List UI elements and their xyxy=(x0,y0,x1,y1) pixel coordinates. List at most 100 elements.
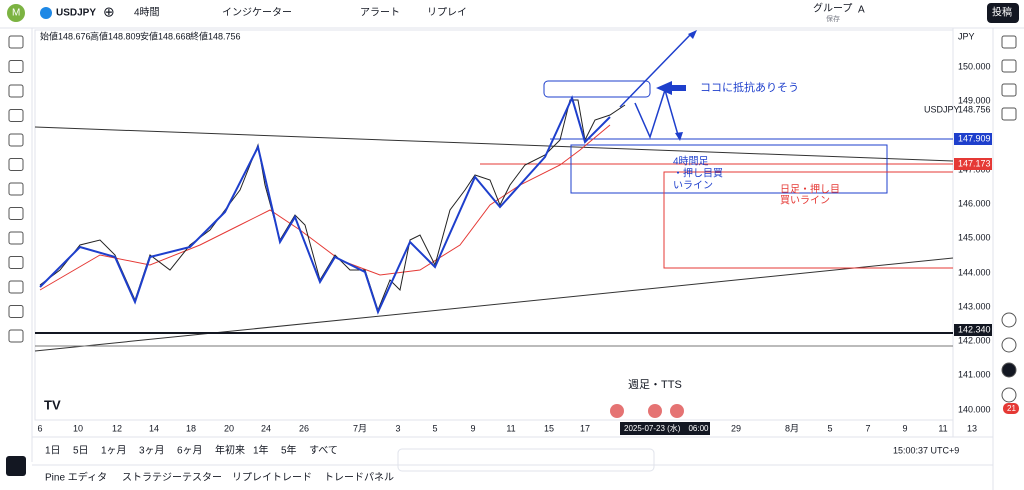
zone-box xyxy=(570,144,888,194)
price-label: 141.000 xyxy=(958,369,991,379)
symbol[interactable]: USDJPY xyxy=(56,8,96,19)
annotation: 日足・押し目 xyxy=(780,183,840,196)
side-icon[interactable] xyxy=(1001,312,1017,328)
tool-icon[interactable] xyxy=(8,256,24,269)
tool-icon[interactable] xyxy=(6,456,26,476)
tool-icon[interactable] xyxy=(8,84,24,98)
alert[interactable]: アラート xyxy=(360,7,400,19)
event-icon[interactable] xyxy=(610,404,624,418)
resistance-box xyxy=(543,80,651,98)
drawing-toolbar xyxy=(397,448,655,472)
moving-average xyxy=(39,124,611,291)
date-label: 12 xyxy=(112,423,122,433)
font-btn[interactable]: A xyxy=(858,5,865,16)
price-label: 149.000 xyxy=(958,95,991,105)
event-icon[interactable] xyxy=(670,404,684,418)
range-button[interactable]: 1ヶ月 xyxy=(101,445,127,457)
date-label: 7 xyxy=(865,423,870,433)
post-button[interactable] xyxy=(987,3,1019,23)
tool-icon[interactable] xyxy=(8,158,24,171)
tool-icon[interactable] xyxy=(8,35,24,49)
tool-icon[interactable] xyxy=(8,60,24,73)
annotation: ・押し目買 xyxy=(673,167,723,180)
panel-tab[interactable]: Pine エディタ xyxy=(45,471,107,484)
price-tag-label: 142.340 xyxy=(958,324,991,334)
date-label: 10 xyxy=(73,423,83,433)
date-label: 20 xyxy=(224,423,234,433)
top-bar xyxy=(0,0,1024,28)
date-label: 5 xyxy=(432,423,437,433)
arrow-head xyxy=(688,30,697,39)
price-tag-label: 147.173 xyxy=(958,158,991,168)
trend-line xyxy=(34,126,954,162)
date-label: 15 xyxy=(544,423,554,433)
side-icon[interactable] xyxy=(1001,387,1017,403)
arrow-head xyxy=(656,81,672,95)
date-label: 26 xyxy=(299,423,309,433)
crosshair-label: 2025-07-23 (水) 06:00 xyxy=(624,423,709,433)
tool-icon[interactable] xyxy=(8,280,24,294)
range-button[interactable]: 1日 xyxy=(45,446,61,457)
side-icon[interactable] xyxy=(1001,337,1017,353)
zigzag xyxy=(39,95,611,315)
date-label: 5 xyxy=(827,423,832,433)
side-icon[interactable] xyxy=(1001,362,1017,378)
arrow-head xyxy=(675,132,683,141)
range-button[interactable]: 年初来 xyxy=(215,444,245,457)
range-button[interactable]: すべて xyxy=(309,445,338,457)
zone-box xyxy=(663,171,953,269)
range-button[interactable]: 6ヶ月 xyxy=(177,445,203,457)
chart-pane xyxy=(34,29,954,421)
event-icon[interactable] xyxy=(648,404,662,418)
side-icon[interactable] xyxy=(1001,59,1017,73)
arrow xyxy=(670,85,686,91)
range-button[interactable]: 3ヶ月 xyxy=(139,445,165,457)
panel-tab[interactable]: リプレイトレード xyxy=(232,472,312,484)
range-button[interactable]: 1年 xyxy=(253,444,269,457)
date-label: 7月 xyxy=(353,423,367,433)
range-button[interactable]: 5日 xyxy=(73,446,89,457)
date-label: 24 xyxy=(261,423,271,433)
annotation: ココに抵抗ありそう xyxy=(700,80,799,94)
tool-icon[interactable] xyxy=(8,305,24,318)
post-label: 投稿 xyxy=(992,6,1012,19)
annotation: 買いライン xyxy=(780,195,830,207)
ohlc: 安値148.668 xyxy=(140,30,191,41)
clock: 15:00:37 UTC+9 xyxy=(893,445,959,455)
tool-icon[interactable] xyxy=(8,182,24,196)
panel-tab[interactable]: ストラテジーテスター xyxy=(122,472,222,484)
tool-icon[interactable] xyxy=(8,109,24,122)
ohlc: 終値148.756 xyxy=(190,30,241,41)
price-tag xyxy=(954,133,992,145)
indicators[interactable]: インジケーター xyxy=(222,7,292,19)
price-label: 144.000 xyxy=(958,267,991,277)
tool-icon[interactable] xyxy=(8,133,24,147)
badge-count: 21 xyxy=(1007,404,1016,413)
avatar[interactable] xyxy=(7,4,25,22)
side-icon[interactable] xyxy=(1001,35,1017,49)
price-tag-label: 147.909 xyxy=(958,133,991,143)
tool-icon[interactable] xyxy=(8,207,24,220)
price-label: 143.000 xyxy=(958,301,991,311)
date-label: 9 xyxy=(902,423,907,433)
replay[interactable]: リプレイ xyxy=(427,7,467,19)
arrow xyxy=(634,87,679,140)
tool-icon[interactable] xyxy=(8,231,24,245)
range-button[interactable]: 5年 xyxy=(281,444,297,457)
ohlc: 高値148.809 xyxy=(90,30,141,41)
side-icon[interactable] xyxy=(1001,107,1017,121)
symbol-tag: USDJPY xyxy=(924,104,960,114)
side-icon[interactable] xyxy=(1001,83,1017,97)
interval[interactable]: 4時間 xyxy=(134,7,160,19)
group[interactable]: グループ xyxy=(813,2,852,15)
panel-tab[interactable]: トレードパネル xyxy=(324,472,394,484)
price-label: 146.000 xyxy=(958,198,991,208)
arrow xyxy=(619,34,691,108)
tool-icon[interactable] xyxy=(8,329,24,343)
add-icon[interactable]: ⊕ xyxy=(103,4,115,20)
badge xyxy=(1003,403,1019,414)
date-label: 11 xyxy=(506,423,515,433)
price-label: 145.000 xyxy=(958,232,991,242)
